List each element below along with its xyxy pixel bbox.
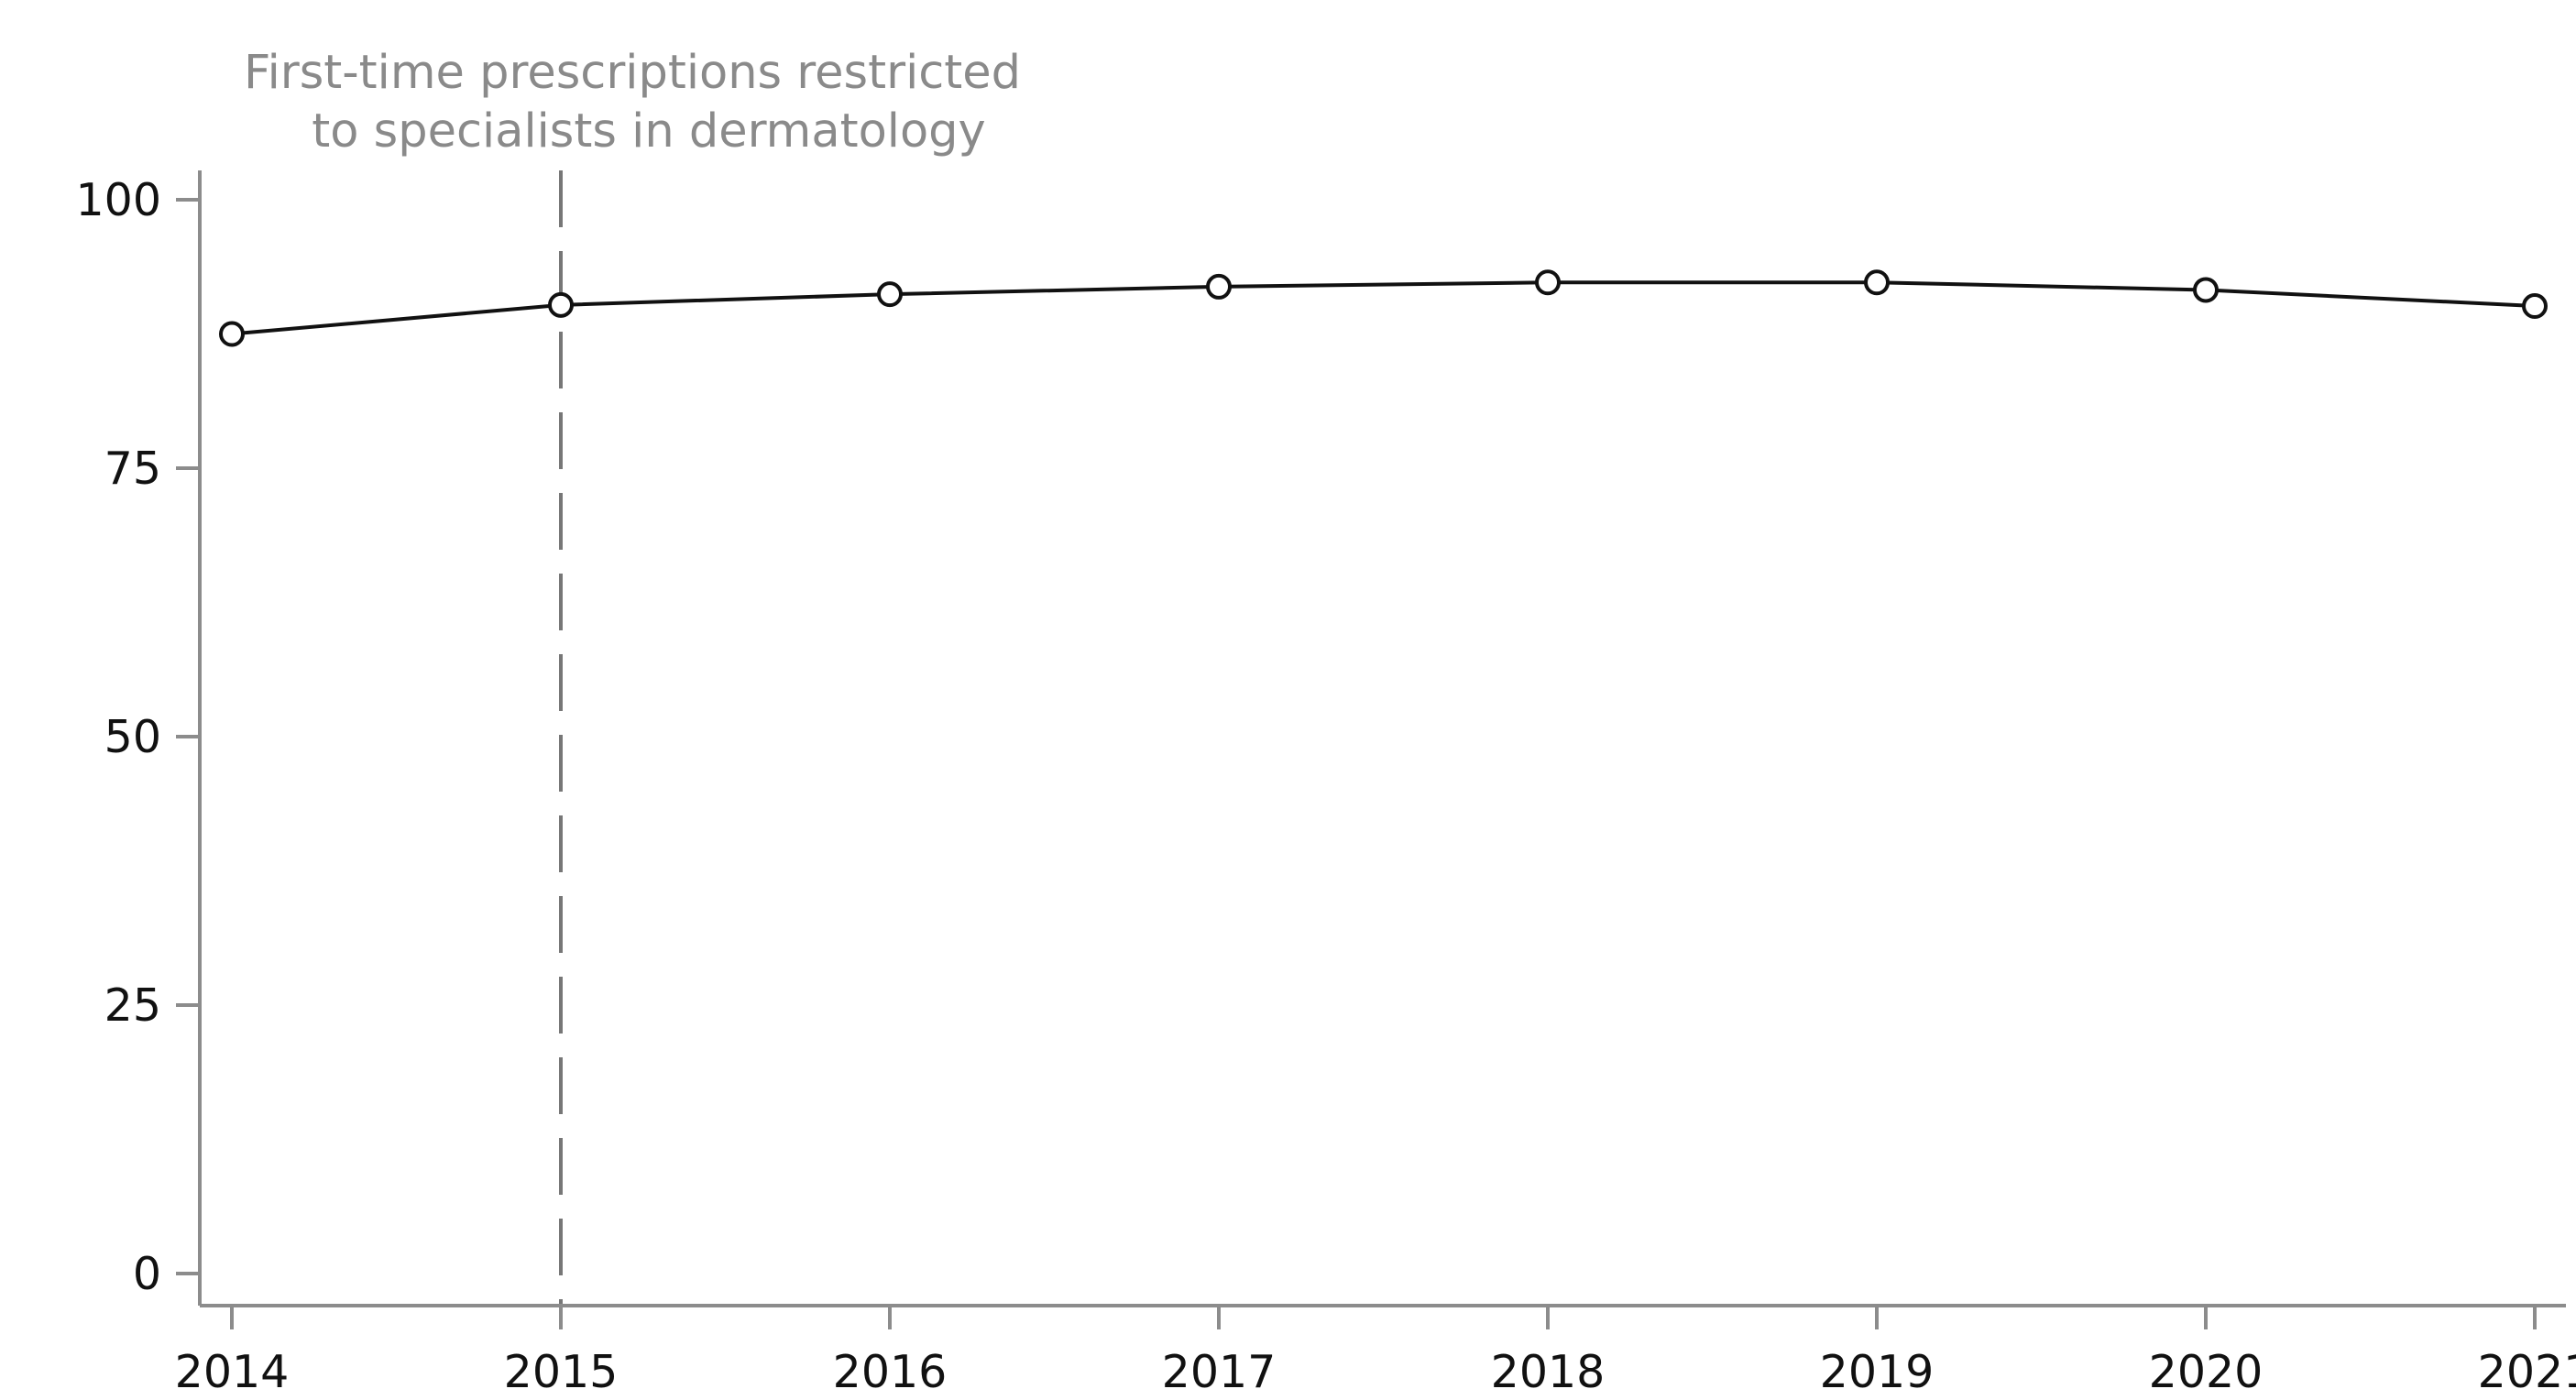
x-tick-label: 2021	[2478, 1346, 2576, 1389]
y-tick-label: 50	[104, 711, 161, 763]
series-layer	[219, 269, 2548, 347]
y-tick-label: 0	[133, 1248, 161, 1300]
data-point	[2193, 277, 2219, 303]
data-point	[219, 321, 245, 347]
y-tick-label: 75	[104, 443, 161, 495]
reference-line-label-1: First-time prescriptions restricted	[244, 46, 1021, 100]
axes: 0 25 50 75 100 2014 2015 2016 2017 2018 2019 2020 20…	[75, 170, 2576, 1389]
x-tick-label: 2017	[1162, 1346, 1277, 1389]
x-tick-label: 2014	[175, 1346, 290, 1389]
data-point	[2522, 293, 2548, 320]
series-line	[231, 280, 2536, 336]
data-point	[1864, 269, 1890, 296]
x-tick-label: 2019	[1820, 1346, 1935, 1389]
reference-line-label-2: to specialists in dermatology	[312, 104, 985, 159]
y-tick-label: 100	[75, 174, 161, 226]
x-tick-label: 2016	[833, 1346, 948, 1389]
reference-line-layer: First-time prescriptions restricted to s…	[244, 46, 1021, 1306]
x-tick-label: 2015	[504, 1346, 619, 1389]
x-tick-label: 2020	[2149, 1346, 2264, 1389]
x-tick-label: 2018	[1491, 1346, 1606, 1389]
data-point	[1535, 269, 1561, 296]
data-point	[877, 281, 903, 308]
data-point	[1206, 273, 1232, 300]
data-point	[548, 291, 574, 318]
y-tick-label: 25	[104, 979, 161, 1032]
